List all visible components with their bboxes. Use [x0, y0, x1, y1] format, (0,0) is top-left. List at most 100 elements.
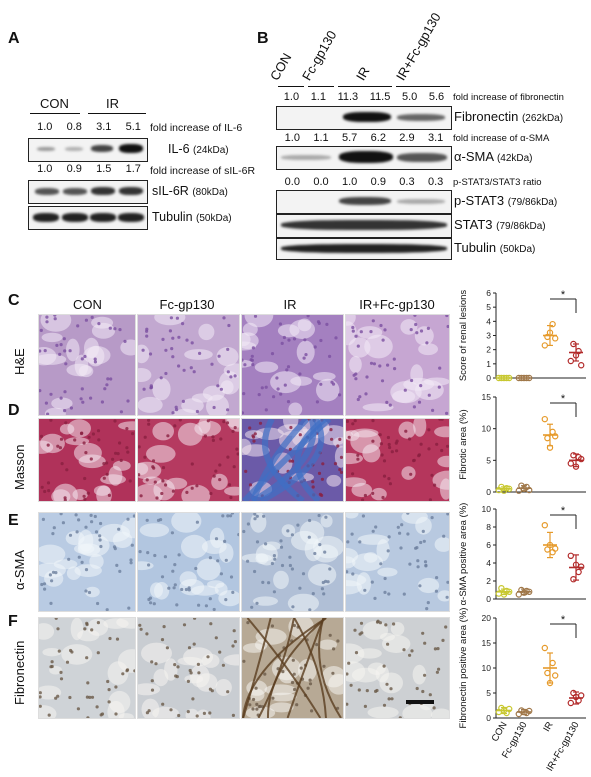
data-point [541, 342, 549, 349]
value: 1.0 [37, 121, 53, 133]
blot-tubulin-b [276, 238, 452, 260]
pstat-caption: p-STAT3/STAT3 ratio [453, 177, 542, 188]
column-header-ir-fc: IR+Fc-gp130 [359, 297, 435, 312]
fn-caption: fold increase of fibronectin [453, 92, 564, 103]
blot-kda: (50kDa) [196, 213, 232, 224]
micrograph-alpha-sma [241, 512, 344, 612]
data-point [498, 585, 505, 592]
data-point [551, 433, 559, 440]
y-tick-label: 10 [482, 663, 492, 673]
blot-label-alpha-sma: α-SMA (42kDa) [454, 149, 533, 164]
y-tick-label: 5 [486, 302, 491, 312]
row-label-alpha-sma: α-SMA [12, 549, 27, 590]
value: 11.5 [369, 91, 391, 103]
blot-label-p-stat3: p-STAT3 (79/86kDa) [454, 193, 557, 208]
y-tick-label: 6 [486, 288, 491, 298]
blot-kda: (79/86kDa) [507, 197, 558, 208]
data-point [575, 568, 582, 576]
micrograph-fibronectin [137, 617, 240, 719]
blot-p-stat3 [276, 190, 452, 214]
row-label-masson: Masson [12, 444, 27, 490]
data-point [549, 320, 556, 328]
y-tick-label: 10 [482, 424, 492, 434]
group-underline-con [30, 113, 80, 114]
data-point [567, 699, 575, 707]
y-tick-label: 0 [486, 713, 491, 723]
panel-letter-a: A [8, 30, 20, 47]
blot-stat3 [276, 214, 452, 238]
blot-sil6r [28, 180, 148, 204]
value: 1.1 [313, 132, 329, 144]
group-label-ir-fc: IR+Fc-gp130 [393, 10, 444, 84]
column-header-con: CON [73, 297, 102, 312]
value: 1.1 [310, 91, 326, 103]
value: 5.6 [428, 91, 445, 103]
data-point [525, 707, 533, 715]
y-tick-label: 2 [486, 576, 491, 586]
data-point [551, 672, 559, 679]
pstat-values: 0.0 0.0 1.0 0.9 0.3 0.3 [278, 176, 450, 188]
value: 11.3 [337, 91, 359, 103]
row-label-he: H&E [12, 348, 27, 375]
blot-name: sIL-6R [152, 184, 189, 198]
underline [308, 86, 334, 87]
y-axis-label: α-SMA positive area (%) [458, 503, 469, 606]
blot-il6 [28, 138, 148, 162]
blot-name: Tubulin [152, 210, 193, 224]
micrograph-fibronectin [241, 617, 344, 719]
value: 5.1 [125, 121, 141, 133]
y-tick-label: 8 [486, 522, 491, 532]
y-tick-label: 0 [486, 373, 491, 383]
y-tick-label: 5 [486, 455, 491, 465]
group-headers-b: CON Fc-gp130 IR IR+Fc-gp130 [267, 10, 450, 88]
group-label-ir: IR [353, 64, 373, 83]
blot-label-stat3: STAT3 (79/86kDa) [454, 217, 546, 232]
blot-label-il6: IL-6 (24kDa) [168, 142, 229, 156]
micrograph-he [137, 314, 240, 416]
micrograph-masson [345, 418, 450, 502]
blot-kda: (50kDa) [499, 244, 536, 255]
micrograph-fibronectin [345, 617, 450, 719]
y-axis-label: Fibrotic area (%) [458, 409, 469, 479]
data-point [541, 644, 549, 652]
underline [396, 86, 450, 87]
micrograph-he [38, 314, 136, 416]
panel-letter-c: C [8, 292, 20, 309]
data-point [577, 455, 585, 463]
y-axis-label: Fibronectin positive area (%) [458, 608, 469, 729]
panel-letter-e: E [8, 512, 19, 529]
data-point [544, 669, 551, 677]
value: 0.0 [313, 176, 329, 188]
y-tick-label: 2 [486, 345, 491, 355]
value: 3.1 [427, 132, 444, 144]
value: 2.9 [399, 132, 415, 144]
significance-star: * [561, 393, 566, 405]
data-point [544, 434, 551, 442]
panel-letter-d: D [8, 402, 20, 419]
panel-letter-b: B [257, 30, 269, 47]
y-tick-label: 4 [486, 558, 491, 568]
blot-name: Fibronectin [454, 109, 519, 124]
value: 1.0 [283, 91, 300, 103]
value: 1.0 [284, 132, 300, 144]
x-tick-label: IR [541, 720, 555, 734]
micrograph-masson [241, 418, 344, 502]
value: 0.3 [399, 176, 415, 188]
micrograph-fibronectin [38, 617, 136, 719]
y-tick-label: 15 [482, 638, 492, 648]
significance-star: * [561, 614, 566, 626]
blot-fibronectin [276, 106, 452, 130]
value: 0.3 [427, 176, 444, 188]
blot-label-sil6r: sIL-6R (80kDa) [152, 184, 228, 198]
scatter-charts: 0 1 2 3 4 5 6 Score of renal lesions * 0 5 10 15 Fibr… [458, 288, 586, 773]
value: 0.9 [370, 176, 386, 188]
value: 1.0 [37, 163, 53, 175]
group-label-con: CON [267, 50, 295, 83]
data-point [549, 659, 556, 667]
underline [338, 86, 392, 87]
data-point [567, 460, 575, 467]
value: 1.0 [341, 176, 358, 188]
blot-name: STAT3 [454, 217, 493, 232]
y-axis-label: Score of renal lesions [458, 290, 469, 382]
group-label-con: CON [40, 96, 69, 111]
